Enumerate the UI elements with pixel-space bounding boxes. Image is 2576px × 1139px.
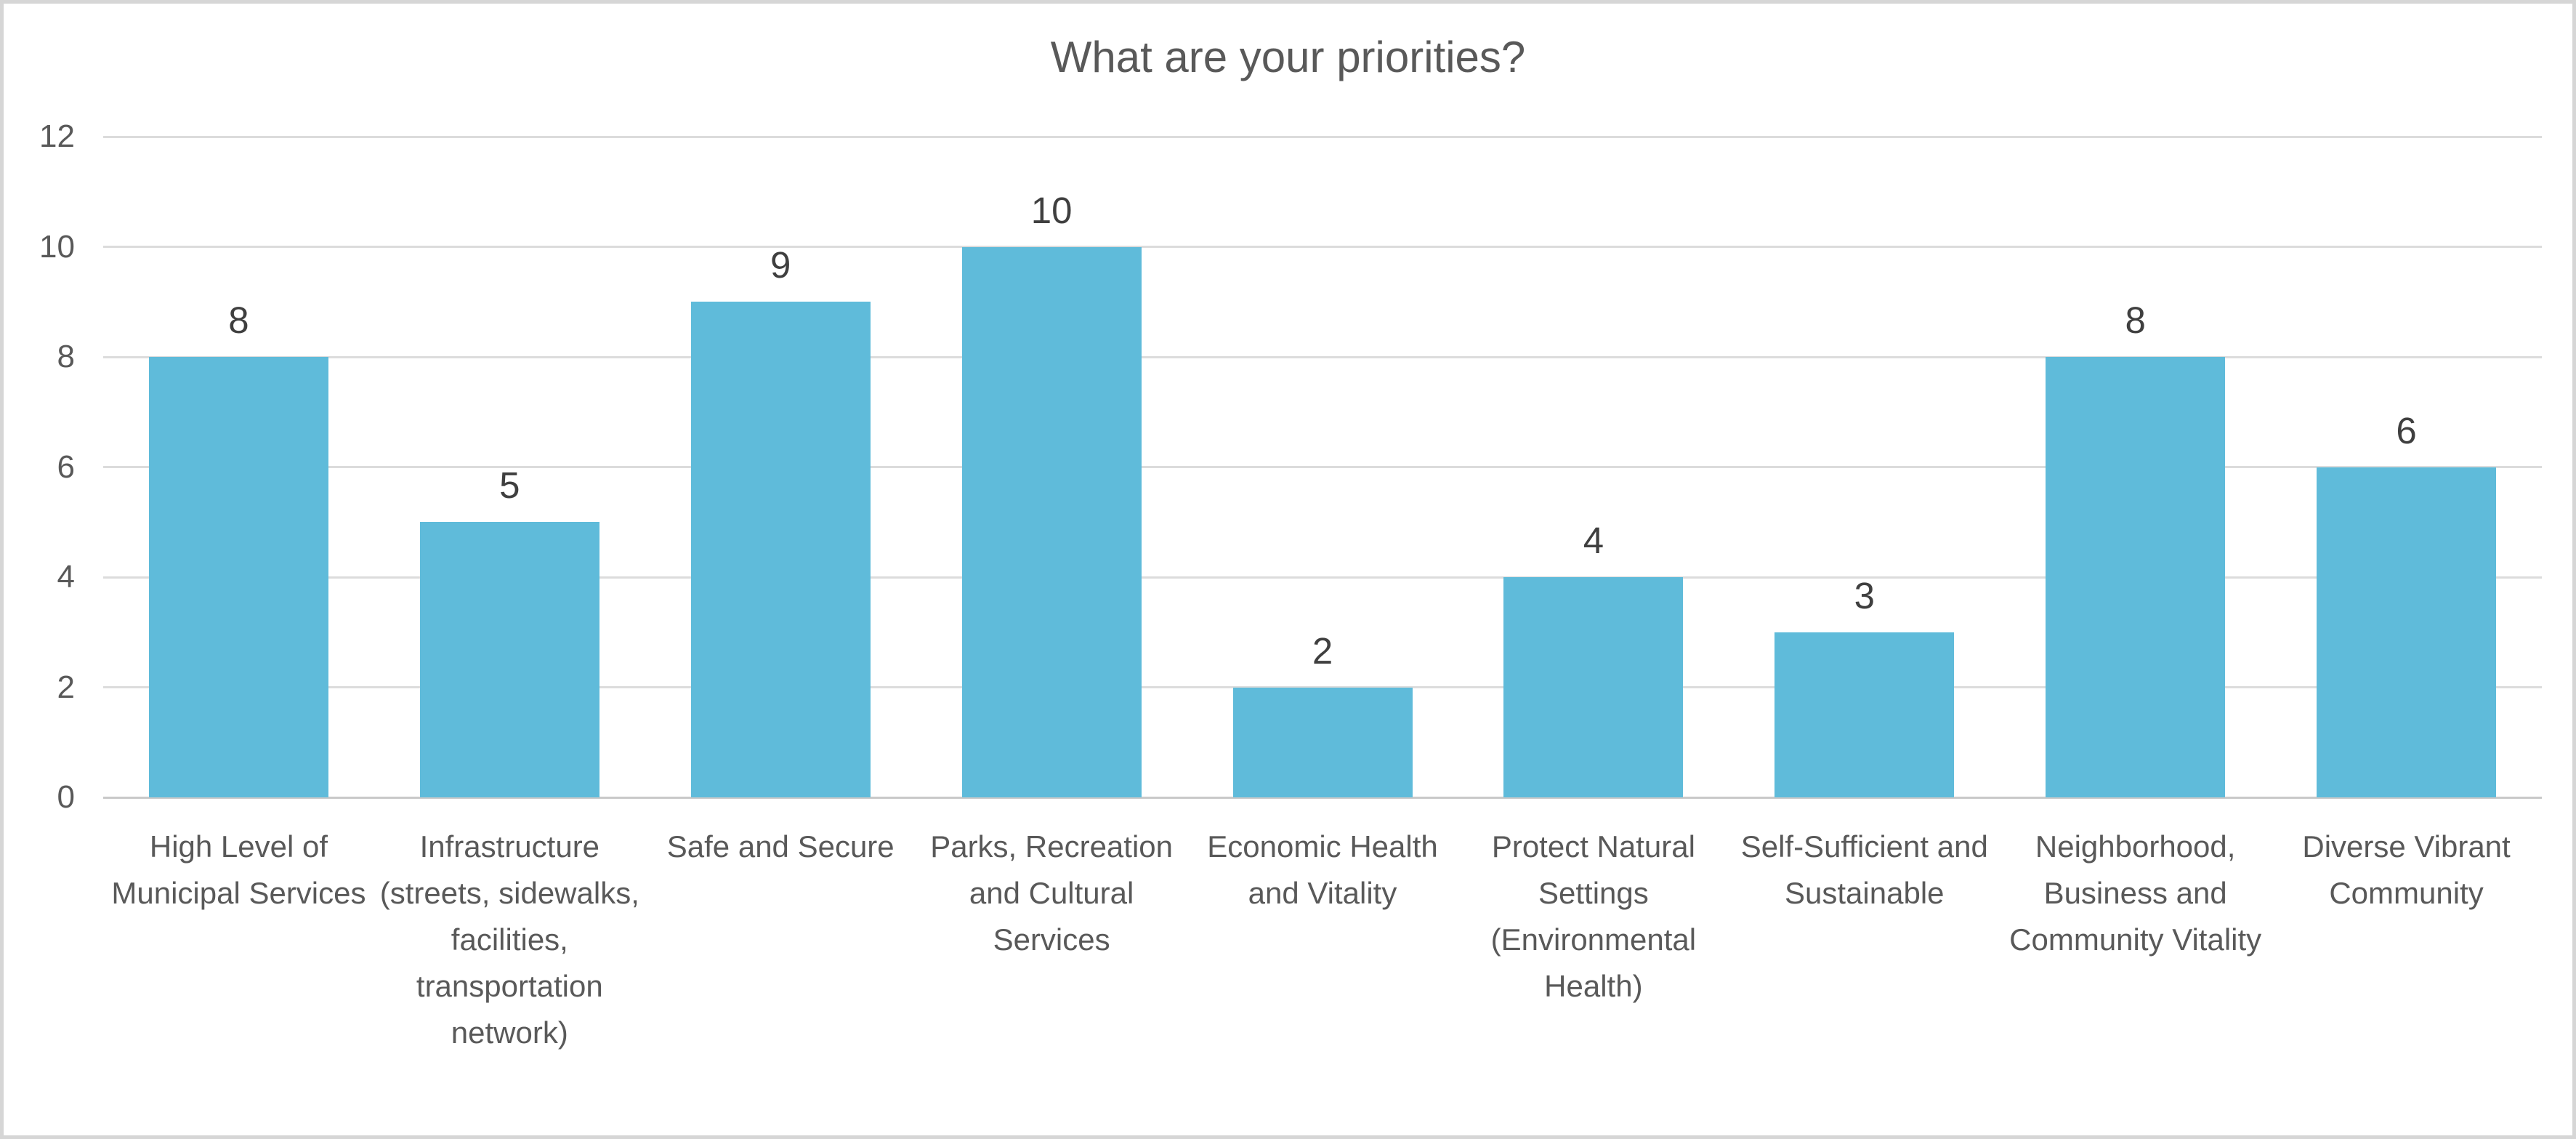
category-label: Diverse Vibrant Community <box>2302 829 2511 910</box>
bar <box>961 246 1142 797</box>
category-label: Parks, Recreation and Cultural Services <box>930 829 1174 957</box>
bar-value-label: 3 <box>1854 574 1875 616</box>
bar <box>1774 632 1955 797</box>
y-axis-tick-label: 6 <box>57 448 75 485</box>
bar <box>148 357 328 797</box>
y-axis-tick-label: 0 <box>57 779 75 815</box>
bar-value-label: 9 <box>770 244 791 286</box>
gridline <box>103 355 2542 358</box>
category-label: Infrastructure (streets, sidewalks, faci… <box>379 829 639 1050</box>
bar-value-label: 10 <box>1030 189 1073 231</box>
bar <box>2046 357 2226 797</box>
bar <box>1232 687 1413 797</box>
gridline <box>103 246 2542 248</box>
bar-value-label: 8 <box>228 299 249 341</box>
bar-value-label: 5 <box>499 464 520 507</box>
bar-value-label: 6 <box>2396 409 2417 451</box>
y-axis-tick-label: 8 <box>57 339 75 374</box>
bar-value-label: 2 <box>1312 629 1333 672</box>
category-label: Neighborhood, Business and Community Vit… <box>2009 829 2262 957</box>
y-axis-tick-label: 4 <box>57 559 75 595</box>
category-label: Protect Natural Settings (Environmental … <box>1490 829 1697 1003</box>
bar-value-label: 4 <box>1583 520 1604 561</box>
gridline <box>103 576 2542 579</box>
bar <box>1503 577 1684 797</box>
bar <box>690 302 871 797</box>
y-axis-tick-label: 12 <box>39 118 75 154</box>
gridline <box>103 135 2542 138</box>
category-label: High Level of Municipal Services <box>111 829 366 910</box>
category-label: Economic Health and Vitality <box>1207 829 1438 910</box>
bar-value-label: 8 <box>2125 299 2146 341</box>
bar <box>419 522 599 797</box>
category-label: Self-Sufficient and Sustainable <box>1740 829 1988 910</box>
gridline <box>103 466 2542 468</box>
y-axis-tick-label: 10 <box>39 228 75 265</box>
gridline <box>103 796 2542 799</box>
y-axis-tick-label: 2 <box>57 669 75 705</box>
chart-title: What are your priorities? <box>1050 33 1526 81</box>
bar <box>2317 467 2497 797</box>
category-label: Safe and Secure <box>666 829 895 864</box>
